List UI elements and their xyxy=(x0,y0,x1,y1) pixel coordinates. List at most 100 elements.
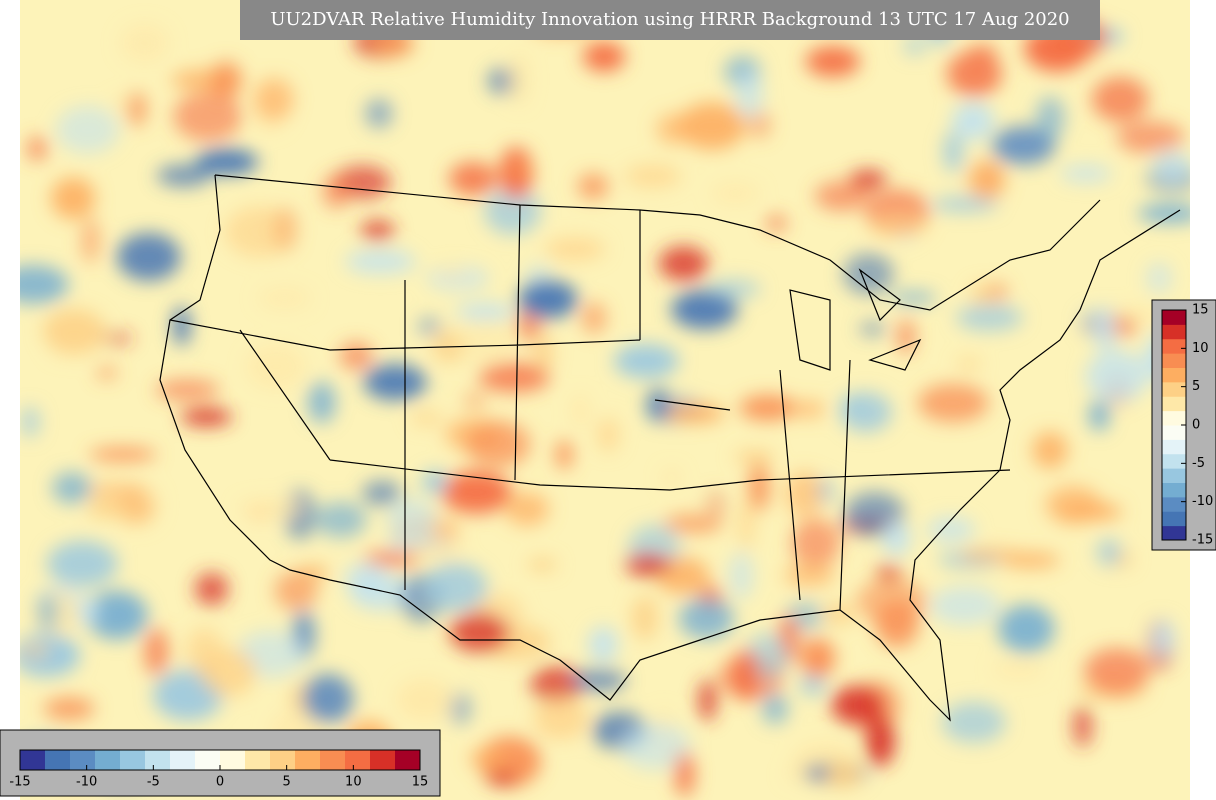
humidity-blob xyxy=(867,213,928,238)
humidity-blob xyxy=(739,395,797,421)
humidity-blob xyxy=(967,160,1007,201)
colorbar-segment xyxy=(1162,468,1186,483)
colorbar-tick-label: 0 xyxy=(216,775,224,790)
humidity-blob xyxy=(463,393,487,409)
humidity-blob xyxy=(658,246,709,282)
humidity-blob xyxy=(1058,502,1123,521)
colorbar-segment xyxy=(1162,410,1186,426)
humidity-blob xyxy=(876,563,902,584)
humidity-blob xyxy=(82,482,148,499)
humidity-blob xyxy=(822,603,856,626)
humidity-blob xyxy=(737,499,756,550)
humidity-blob xyxy=(527,558,557,571)
colorbar-segment xyxy=(1162,396,1186,412)
humidity-blob xyxy=(903,36,926,56)
colorbar-tick-label: -10 xyxy=(76,775,97,790)
colorbar-tick-label: 0 xyxy=(1192,418,1200,433)
humidity-blob xyxy=(365,98,393,129)
humidity-blob xyxy=(1060,164,1113,183)
humidity-blob xyxy=(624,164,682,188)
humidity-blob xyxy=(577,173,609,200)
humidity-blob xyxy=(27,136,48,161)
humidity-blob xyxy=(1146,262,1172,294)
colorbar-segment xyxy=(145,750,171,770)
humidity-blob xyxy=(322,174,351,209)
humidity-blob xyxy=(849,170,887,189)
colorbar-segment xyxy=(45,750,71,770)
humidity-blob xyxy=(1085,350,1149,402)
humidity-blob xyxy=(421,470,448,494)
colorbar-segment xyxy=(1162,353,1186,368)
colorbar-segment xyxy=(320,750,346,770)
humidity-blob xyxy=(194,572,229,606)
humidity-blob xyxy=(814,181,870,211)
humidity-blob xyxy=(1091,76,1149,122)
humidity-blob xyxy=(784,564,836,587)
colorbar-segment xyxy=(270,750,296,770)
humidity-blob xyxy=(929,585,1001,626)
humidity-blob xyxy=(360,220,395,241)
humidity-blob xyxy=(484,187,541,235)
colorbar-segment xyxy=(1162,453,1186,469)
humidity-blob xyxy=(449,612,510,653)
colorbar-tick-label: -10 xyxy=(1192,494,1213,509)
humidity-blob xyxy=(678,597,735,640)
humidity-blob xyxy=(555,440,573,470)
humidity-blob xyxy=(805,46,860,77)
colorbar-segment xyxy=(1162,496,1186,512)
humidity-blob xyxy=(396,678,453,721)
colorbar-segment xyxy=(245,750,271,770)
humidity-blob xyxy=(195,149,259,175)
humidity-blob xyxy=(646,386,669,422)
humidity-blob xyxy=(927,516,976,543)
humidity-blob xyxy=(155,379,220,401)
colorbar-tick-label: 15 xyxy=(412,775,429,790)
humidity-blob xyxy=(55,105,120,154)
colorbar-segment xyxy=(370,750,396,770)
great-lakes xyxy=(789,268,922,371)
humidity-blob xyxy=(958,548,1023,563)
humidity-blob xyxy=(791,400,826,418)
humidity-blob xyxy=(111,97,133,110)
humidity-blob xyxy=(99,332,134,345)
humidity-blob xyxy=(20,265,69,304)
humidity-blob xyxy=(185,627,223,675)
humidity-blob xyxy=(437,265,466,279)
humidity-blob xyxy=(88,447,157,461)
humidity-blob xyxy=(882,521,911,556)
colorbar-segment xyxy=(95,750,121,770)
colorbar-bottom: -15 -10 -5 0 5 10 15 xyxy=(9,749,429,790)
humidity-blob xyxy=(386,498,437,544)
humidity-blob xyxy=(253,77,295,121)
humidity-blob xyxy=(831,685,885,725)
humidity-blob xyxy=(224,206,295,258)
humidity-blob xyxy=(766,215,787,232)
colorbar-segment xyxy=(1162,525,1186,541)
humidity-blob xyxy=(1151,619,1175,658)
humidity-blob xyxy=(274,570,318,611)
humidity-blob xyxy=(86,500,128,518)
colorbar-segment xyxy=(1162,367,1186,383)
humidity-blob xyxy=(417,317,441,336)
humidity-blob xyxy=(859,322,886,336)
humidity-blob xyxy=(478,362,550,393)
humidity-blob xyxy=(656,113,691,145)
humidity-blob xyxy=(707,279,761,299)
humidity-blob xyxy=(991,126,1056,165)
humidity-blob xyxy=(748,462,770,512)
humidity-blob xyxy=(956,304,1023,332)
humidity-blob xyxy=(210,61,242,100)
colorbar-tick-label: 10 xyxy=(1192,341,1209,356)
humidity-blob xyxy=(115,493,155,524)
colorbar-tick-label: 5 xyxy=(1192,379,1200,394)
humidity-blob xyxy=(448,162,497,196)
humidity-field xyxy=(20,9,1190,798)
humidity-blob xyxy=(698,679,717,722)
humidity-blob xyxy=(441,470,512,514)
humidity-blob xyxy=(856,578,928,625)
humidity-blob xyxy=(410,410,443,427)
humidity-blob xyxy=(596,417,620,453)
humidity-blob xyxy=(890,291,937,305)
humidity-blob xyxy=(173,91,243,142)
colorbar-segment xyxy=(1162,338,1186,354)
